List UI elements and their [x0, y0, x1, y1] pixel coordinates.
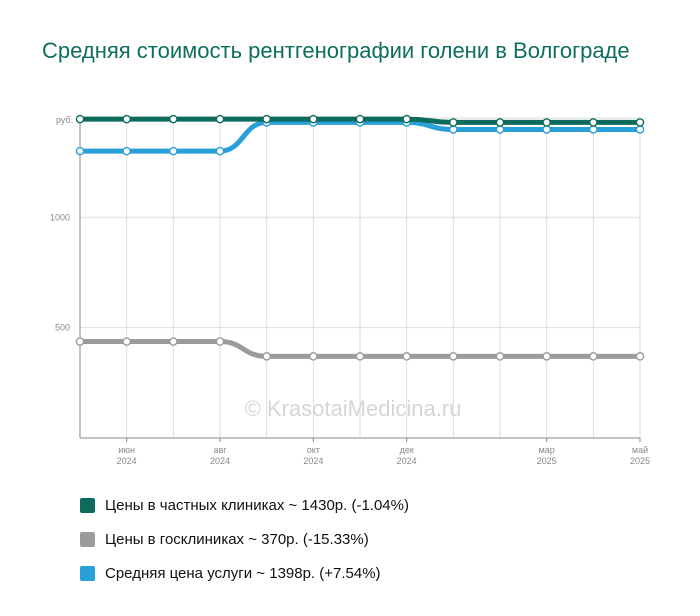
data-point — [75, 114, 85, 124]
y-tick-label: 500 — [55, 323, 70, 333]
legend-label: Цены в госклиниках ~ 370р. (-15.33%) — [105, 530, 369, 548]
data-point — [215, 337, 225, 346]
x-tick-year-label: 2025 — [537, 456, 557, 466]
watermark-text: © KrasotaiMedicina.ru — [245, 396, 462, 421]
data-point — [449, 352, 458, 361]
x-tick-month-label: июн — [118, 445, 135, 455]
chart-legend: Цены в частных клиниках ~ 1430р. (-1.04%… — [80, 488, 640, 590]
x-tick-year-label: 2025 — [630, 456, 650, 466]
x-tick-year-label: 2024 — [397, 456, 417, 466]
data-point — [449, 125, 458, 134]
data-point — [449, 118, 458, 127]
x-tick-month-label: окт — [307, 445, 320, 455]
x-tick-year-label: 2024 — [303, 456, 323, 466]
legend-swatch — [80, 531, 95, 547]
x-tick-year-label: 2024 — [117, 456, 137, 466]
data-point — [402, 114, 411, 124]
y-tick-label: 1000 — [50, 212, 70, 222]
x-tick-month-label: дек — [400, 445, 414, 455]
data-point — [169, 337, 178, 346]
data-point — [355, 114, 365, 124]
x-tick-month-label: май — [632, 445, 648, 455]
data-point — [495, 118, 505, 127]
data-point — [542, 125, 551, 134]
data-point — [122, 114, 131, 124]
data-point — [542, 352, 551, 361]
data-point — [169, 146, 178, 156]
data-point — [215, 114, 225, 124]
data-point — [635, 118, 645, 127]
data-point — [589, 118, 598, 127]
y-axis-unit-label: руб. — [56, 115, 73, 125]
grid-lines — [79, 117, 641, 438]
data-point — [309, 352, 318, 361]
data-point — [309, 114, 318, 124]
legend-swatch — [80, 497, 95, 513]
x-tick-month-label: мар — [539, 445, 555, 455]
data-point — [635, 352, 645, 361]
chart-title: Средняя стоимость рентгенографии голени … — [42, 38, 630, 63]
data-point — [215, 146, 225, 156]
data-point — [75, 146, 85, 156]
data-point — [589, 125, 598, 134]
data-point — [495, 352, 505, 361]
data-point — [169, 114, 178, 124]
legend-label: Цены в частных клиниках ~ 1430р. (-1.04%… — [105, 496, 409, 514]
legend-item: Цены в госклиниках ~ 370р. (-15.33%) — [80, 522, 640, 556]
series-1 — [75, 337, 645, 361]
legend-label: Средняя цена услуги ~ 1398р. (+7.54%) — [105, 564, 381, 582]
data-point — [635, 125, 645, 134]
data-point — [589, 352, 598, 361]
legend-item: Цены в частных клиниках ~ 1430р. (-1.04%… — [80, 488, 640, 522]
x-tick-month-label: авг — [213, 445, 227, 455]
data-point — [75, 337, 85, 346]
data-point — [262, 352, 271, 361]
data-point — [262, 114, 271, 124]
data-point — [402, 352, 411, 361]
series-0 — [75, 114, 645, 127]
legend-swatch — [80, 565, 95, 581]
data-point — [495, 125, 505, 134]
data-point — [122, 146, 131, 156]
legend-item: Средняя цена услуги ~ 1398р. (+7.54%) — [80, 556, 640, 590]
data-point — [122, 337, 131, 346]
data-point — [542, 118, 551, 127]
x-tick-year-label: 2024 — [210, 456, 230, 466]
data-point — [355, 352, 365, 361]
series-lines — [75, 114, 645, 361]
axes: руб. 5001000июн2024авг2024окт2024дек2024… — [50, 115, 650, 466]
